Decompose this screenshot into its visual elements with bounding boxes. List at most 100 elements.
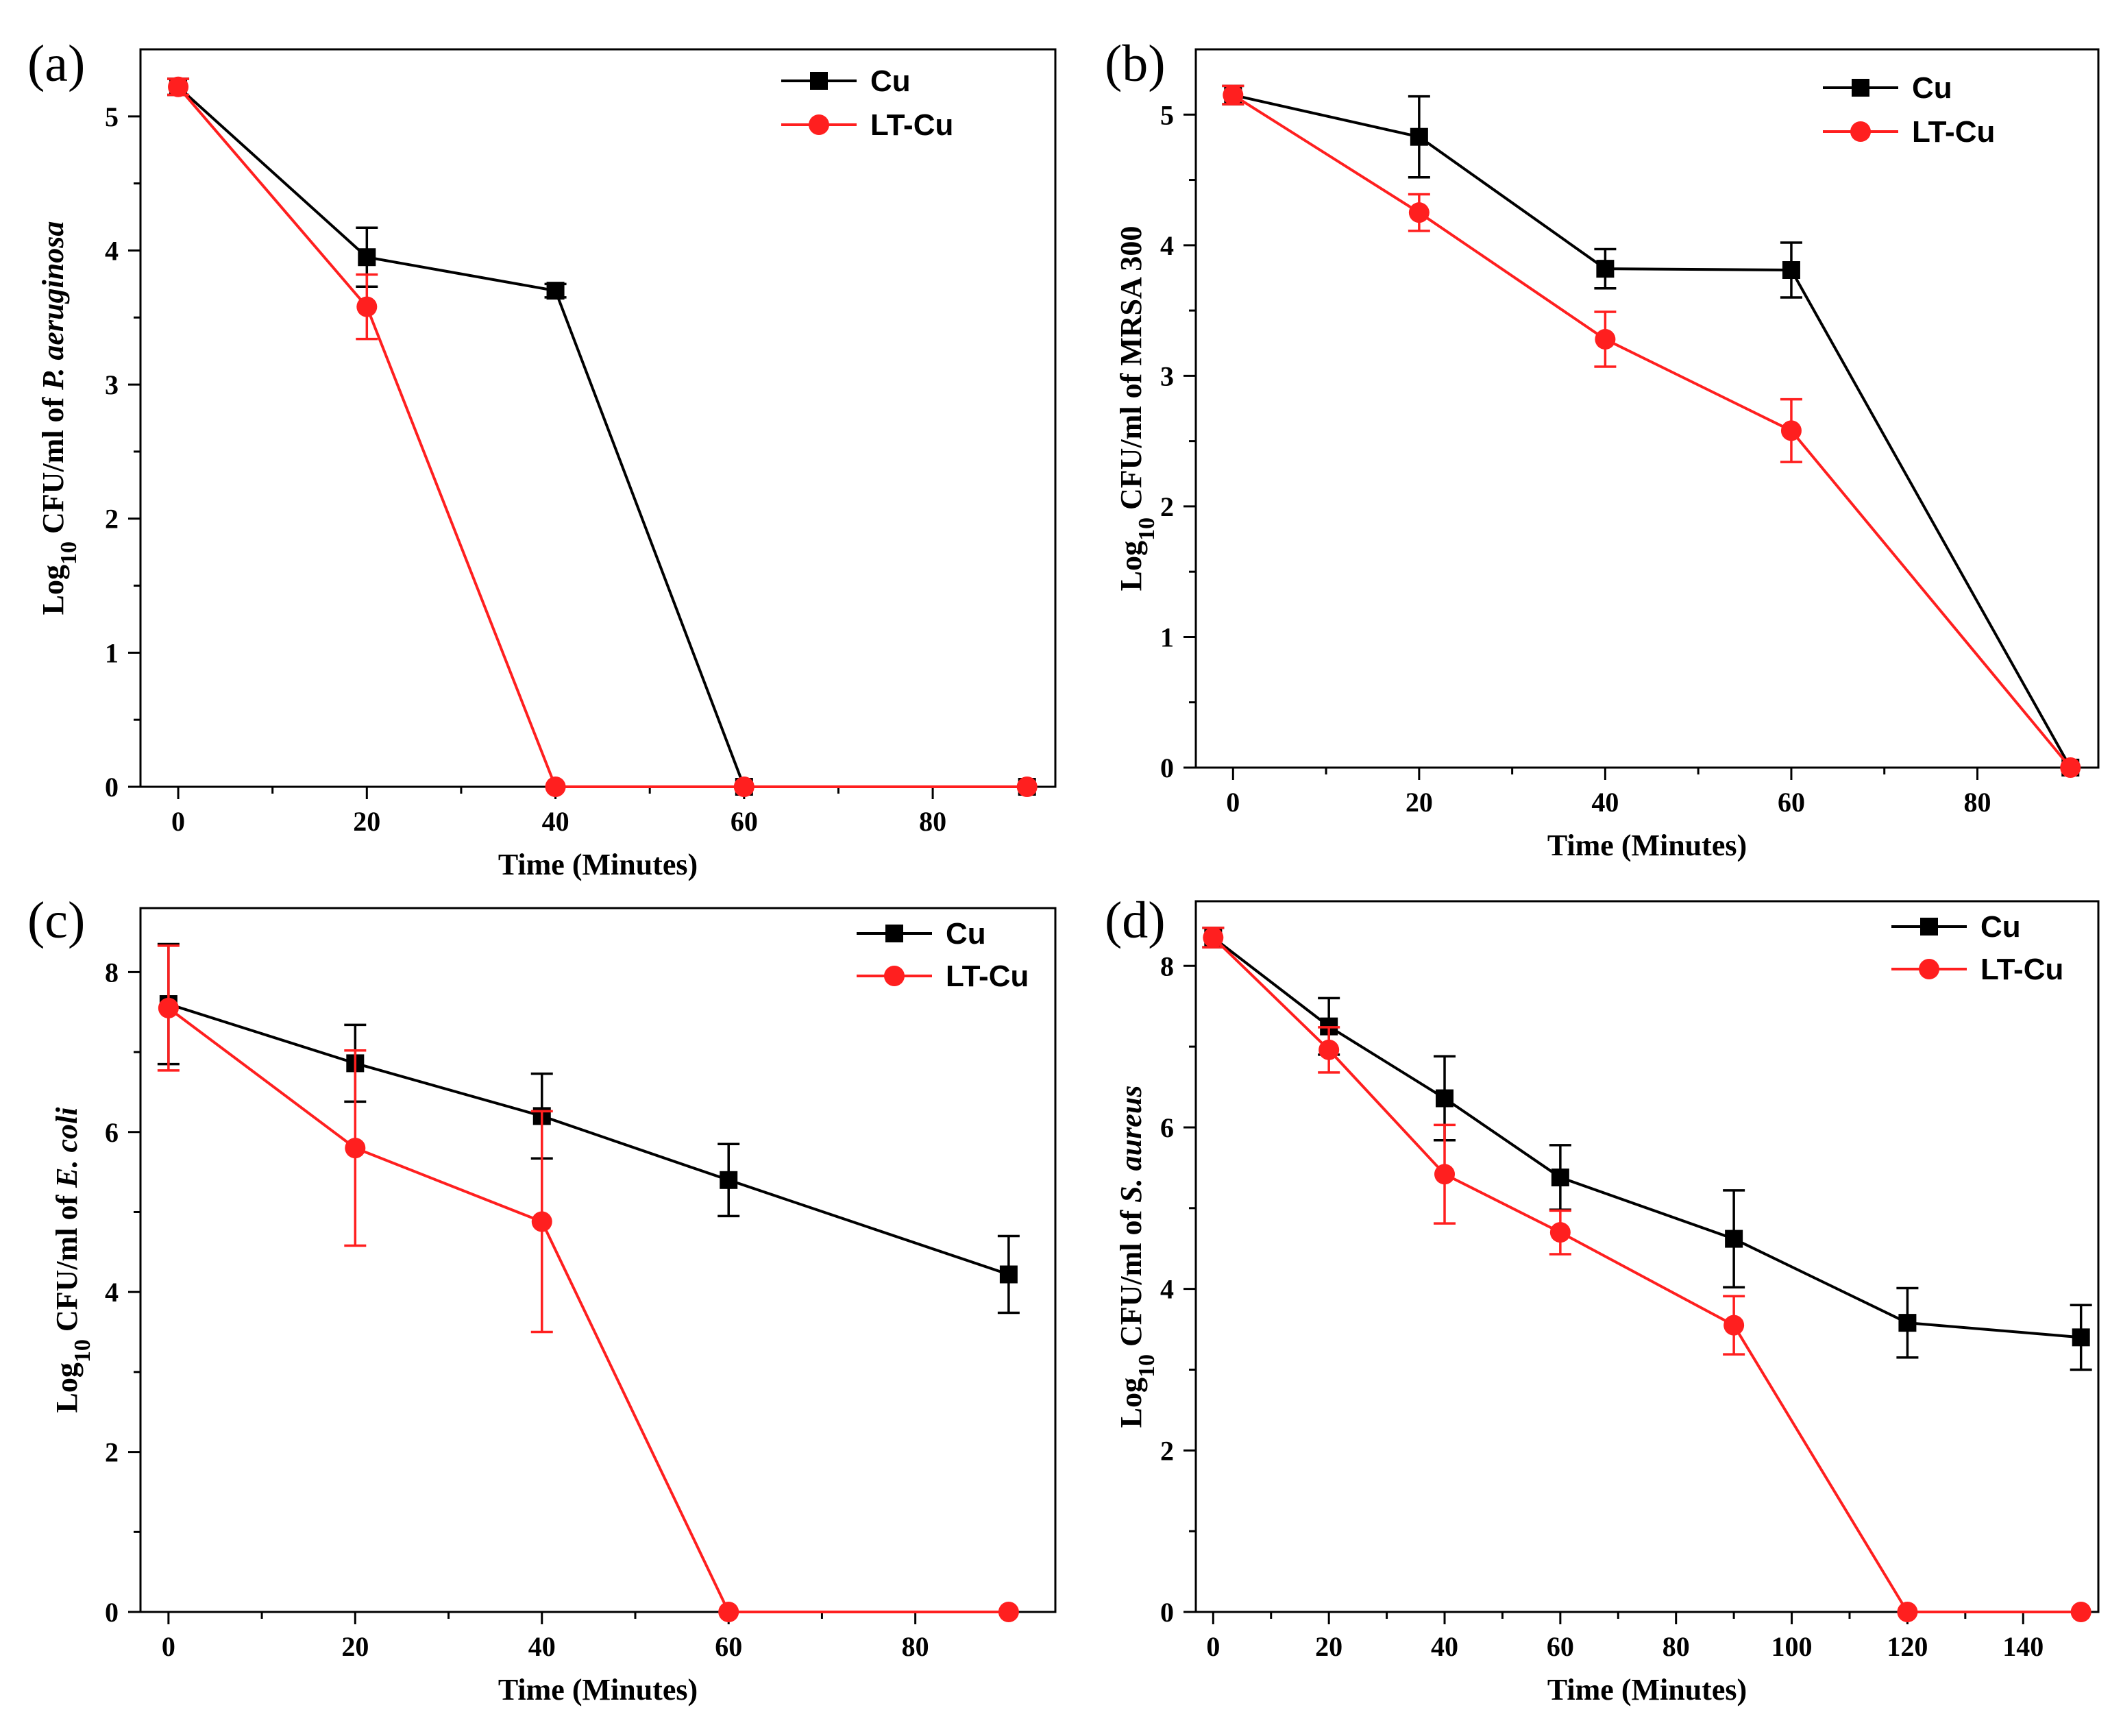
y-title-organism: E. coli — [50, 1107, 84, 1188]
x-tick-label: 60 — [1778, 787, 1805, 818]
x-tick-label: 40 — [542, 806, 569, 837]
data-point-circle — [718, 1602, 739, 1622]
chart-panel-2: (c) 0 20 40 60 80 0 2 4 6 8 Time (Minutes) Log10 CFU… — [27, 892, 1057, 1707]
x-tick-label: 40 — [1431, 1631, 1458, 1662]
data-point-square — [999, 1265, 1018, 1284]
legend-label: LT-Cu — [870, 108, 953, 142]
y-title-organism: P. aeruginosa — [36, 221, 70, 391]
y-tick-label: 2 — [105, 504, 119, 535]
y-title-mid: CFU/ml of — [36, 390, 70, 541]
data-point-square — [1782, 261, 1800, 280]
data-point-circle — [2070, 1602, 2091, 1622]
y-axis-title: Log10 CFU/ml of E. coli — [50, 1107, 95, 1413]
data-point-square — [546, 282, 565, 300]
data-point-circle — [531, 1211, 552, 1232]
y-tick-label: 8 — [1160, 951, 1174, 981]
series-lt-cu — [167, 76, 1038, 797]
data-point-square — [1410, 127, 1428, 146]
y-tick-label: 1 — [105, 637, 119, 668]
data-point-square — [1551, 1169, 1569, 1187]
x-tick-label: 60 — [731, 806, 758, 837]
data-point-circle — [1595, 329, 1616, 350]
plot-frame — [139, 907, 1057, 1613]
y-title-subscript: 10 — [70, 1339, 95, 1362]
legend: Cu LT-Cu — [781, 64, 953, 142]
legend-marker-square — [810, 72, 828, 90]
y-tick-label: 0 — [1160, 753, 1174, 783]
y-tick-label: 2 — [1160, 491, 1174, 522]
legend-marker-square — [1852, 79, 1869, 97]
data-point-circle — [733, 777, 755, 797]
plot-frame — [139, 48, 1057, 788]
legend-marker-square — [885, 925, 903, 942]
legend-label: Cu — [1980, 910, 2021, 944]
data-point-circle — [168, 76, 189, 97]
y-title-organism: S. aureus — [1114, 1086, 1148, 1203]
series-cu — [1222, 84, 2080, 777]
y-title-mid: CFU/ml of — [50, 1188, 84, 1339]
x-axis-title: Time (Minutes) — [498, 1673, 698, 1707]
y-tick-label: 6 — [1160, 1112, 1174, 1143]
data-point-circle — [545, 777, 566, 797]
series-cu — [167, 77, 1036, 796]
x-tick-label: 140 — [2002, 1631, 2044, 1662]
legend-label: Cu — [946, 917, 986, 951]
panel-label: (c) — [27, 892, 85, 949]
panel-label: (b) — [1105, 35, 1166, 93]
y-tick-label: 0 — [1160, 1597, 1174, 1628]
x-axis-title: Time (Minutes) — [498, 848, 698, 881]
data-point-circle — [345, 1138, 366, 1159]
y-title-prefix: Log — [36, 565, 70, 615]
data-point-circle — [1780, 420, 1802, 441]
series-line — [177, 86, 1027, 788]
x-tick-label: 80 — [902, 1631, 929, 1662]
data-point-circle — [2060, 757, 2081, 778]
y-tick-label: 6 — [105, 1117, 119, 1148]
x-tick-label: 80 — [919, 806, 946, 837]
y-title-mid: CFU/ml of MRSA 300 — [1114, 226, 1148, 517]
y-axis-title: Log10 CFU/ml of S. aureus — [1114, 1086, 1160, 1428]
y-title-prefix: Log — [50, 1362, 84, 1413]
legend-label: LT-Cu — [1912, 115, 1995, 149]
chart-panel-1: (b) 0 20 40 60 80 0 1 2 3 4 5 Time (Minutes) Log10 CF… — [1105, 35, 2100, 862]
series-cu — [157, 942, 1020, 1315]
y-tick-label: 2 — [105, 1437, 119, 1468]
series-line — [168, 1003, 1009, 1276]
x-axis-title: Time (Minutes) — [1547, 829, 1747, 862]
panel-label: (a) — [27, 35, 85, 93]
y-tick-label: 8 — [105, 957, 119, 988]
y-title-subscript: 10 — [1134, 517, 1160, 541]
x-tick-label: 60 — [1547, 1631, 1574, 1662]
x-axis-title: Time (Minutes) — [1547, 1673, 1747, 1707]
series-line — [177, 86, 1027, 788]
y-tick-label: 2 — [1160, 1435, 1174, 1466]
y-tick-label: 5 — [105, 101, 119, 132]
y-tick-label: 4 — [105, 1277, 119, 1308]
legend-label: Cu — [870, 64, 911, 98]
chart-panel-0: (a) 0 20 40 60 80 0 1 2 3 4 5 Time (Minutes) Log10 CF… — [27, 35, 1057, 881]
data-point-circle — [1723, 1315, 1745, 1336]
y-tick-label: 3 — [105, 369, 119, 400]
x-tick-label: 0 — [162, 1631, 175, 1662]
data-point-square — [720, 1171, 738, 1189]
data-point-circle — [998, 1602, 1019, 1622]
legend-marker-circle — [1850, 121, 1871, 142]
x-tick-label: 120 — [1887, 1631, 1928, 1662]
legend: Cu LT-Cu — [857, 917, 1029, 993]
series-lt-cu — [157, 944, 1019, 1622]
y-title-subscript: 10 — [56, 541, 82, 565]
legend-label: LT-Cu — [1980, 953, 2063, 986]
data-point-circle — [1016, 777, 1038, 797]
y-tick-label: 0 — [105, 1597, 119, 1628]
x-tick-label: 40 — [528, 1631, 556, 1662]
data-point-square — [2072, 1328, 2090, 1347]
series-lt-cu — [1202, 927, 2091, 1622]
x-tick-label: 20 — [1315, 1631, 1342, 1662]
y-axis-title: Log10 CFU/ml of MRSA 300 — [1114, 226, 1160, 591]
data-point-circle — [1203, 927, 1224, 949]
legend-marker-circle — [1919, 959, 1939, 979]
series-line — [1232, 93, 2072, 768]
x-tick-label: 0 — [171, 806, 185, 837]
legend: Cu LT-Cu — [1823, 71, 1995, 149]
